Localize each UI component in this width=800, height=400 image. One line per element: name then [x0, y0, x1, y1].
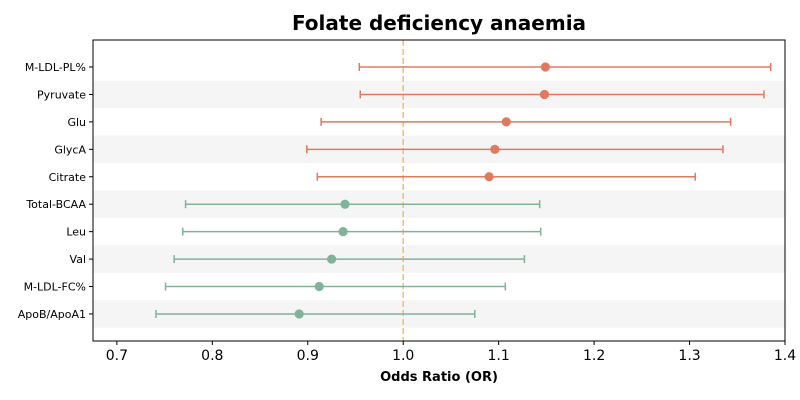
x-tick-label: 1.0	[392, 348, 414, 364]
y-tick-label: ApoB/ApoA1	[18, 308, 86, 321]
y-axis: M-LDL-PL% Pyruvate Glu GlycA Citrate Total-BC…	[18, 61, 93, 321]
y-tick-label: Total-BCAA	[25, 198, 86, 211]
plot-frame	[92, 39, 786, 342]
error-bar	[173, 255, 526, 264]
estimate-point	[327, 254, 337, 264]
y-tick-label: Glu	[67, 116, 86, 129]
x-tick-label: 1.1	[488, 348, 510, 364]
estimate-point	[539, 89, 550, 100]
estimate-points	[294, 62, 551, 319]
y-tick-label: Leu	[66, 226, 86, 239]
y-tick-label: Citrate	[49, 171, 87, 184]
x-tick-label: 0.9	[297, 348, 319, 364]
x-tick-label: 1.2	[583, 348, 605, 364]
y-tick-label: M-LDL-PL%	[25, 61, 86, 74]
error-bar	[316, 172, 697, 181]
x-tick-label: 0.8	[201, 348, 223, 364]
x-tick-label: 0.7	[106, 348, 128, 364]
error-bar	[306, 145, 724, 154]
error-bar	[359, 90, 765, 99]
y-tick-label: GlycA	[54, 143, 86, 156]
y-tick-label: Pyruvate	[37, 88, 86, 101]
error-bar	[164, 282, 507, 291]
error-bar	[358, 63, 772, 71]
x-axis-label: Odds Ratio (OR)	[380, 370, 498, 385]
error-bar	[181, 227, 542, 236]
error-bar	[184, 200, 541, 209]
x-tick-label: 1.3	[678, 348, 700, 364]
chart-title: Folate deficiency anaemia	[292, 11, 586, 35]
y-tick-label: M-LDL-FC%	[24, 281, 86, 294]
error-bars	[155, 63, 772, 318]
x-axis: 0.7 0.8 0.9 1.0 1.1 1.2 1.3 1.4	[106, 341, 796, 364]
x-tick-label: 1.4	[774, 348, 796, 364]
estimate-point	[501, 117, 511, 127]
error-bar	[320, 117, 732, 126]
estimate-point	[340, 199, 350, 209]
estimate-point	[490, 144, 500, 154]
estimate-point	[540, 62, 551, 72]
y-tick-label: Val	[70, 253, 86, 266]
estimate-point	[484, 172, 494, 182]
estimate-point	[338, 227, 348, 237]
error-bar	[155, 309, 476, 318]
estimate-point	[294, 309, 304, 319]
estimate-point	[314, 281, 324, 292]
